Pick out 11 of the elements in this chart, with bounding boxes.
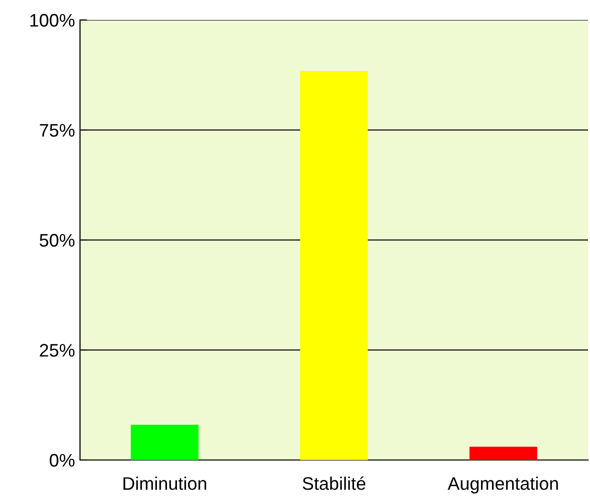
- bar: [130, 424, 199, 460]
- y-tick-label: 75%: [40, 124, 74, 137]
- x-tick-label: Diminution: [124, 476, 206, 490]
- x-tick-label: Stabilité: [302, 476, 366, 490]
- y-tick-label: 25%: [40, 344, 74, 357]
- y-tick-label: 0%: [50, 454, 74, 467]
- y-tick-label: 100%: [30, 14, 74, 27]
- bar: [469, 446, 538, 460]
- x-tick-label: Augmentation: [448, 476, 558, 494]
- bar: [300, 71, 368, 460]
- y-tick-label: 50%: [40, 234, 74, 247]
